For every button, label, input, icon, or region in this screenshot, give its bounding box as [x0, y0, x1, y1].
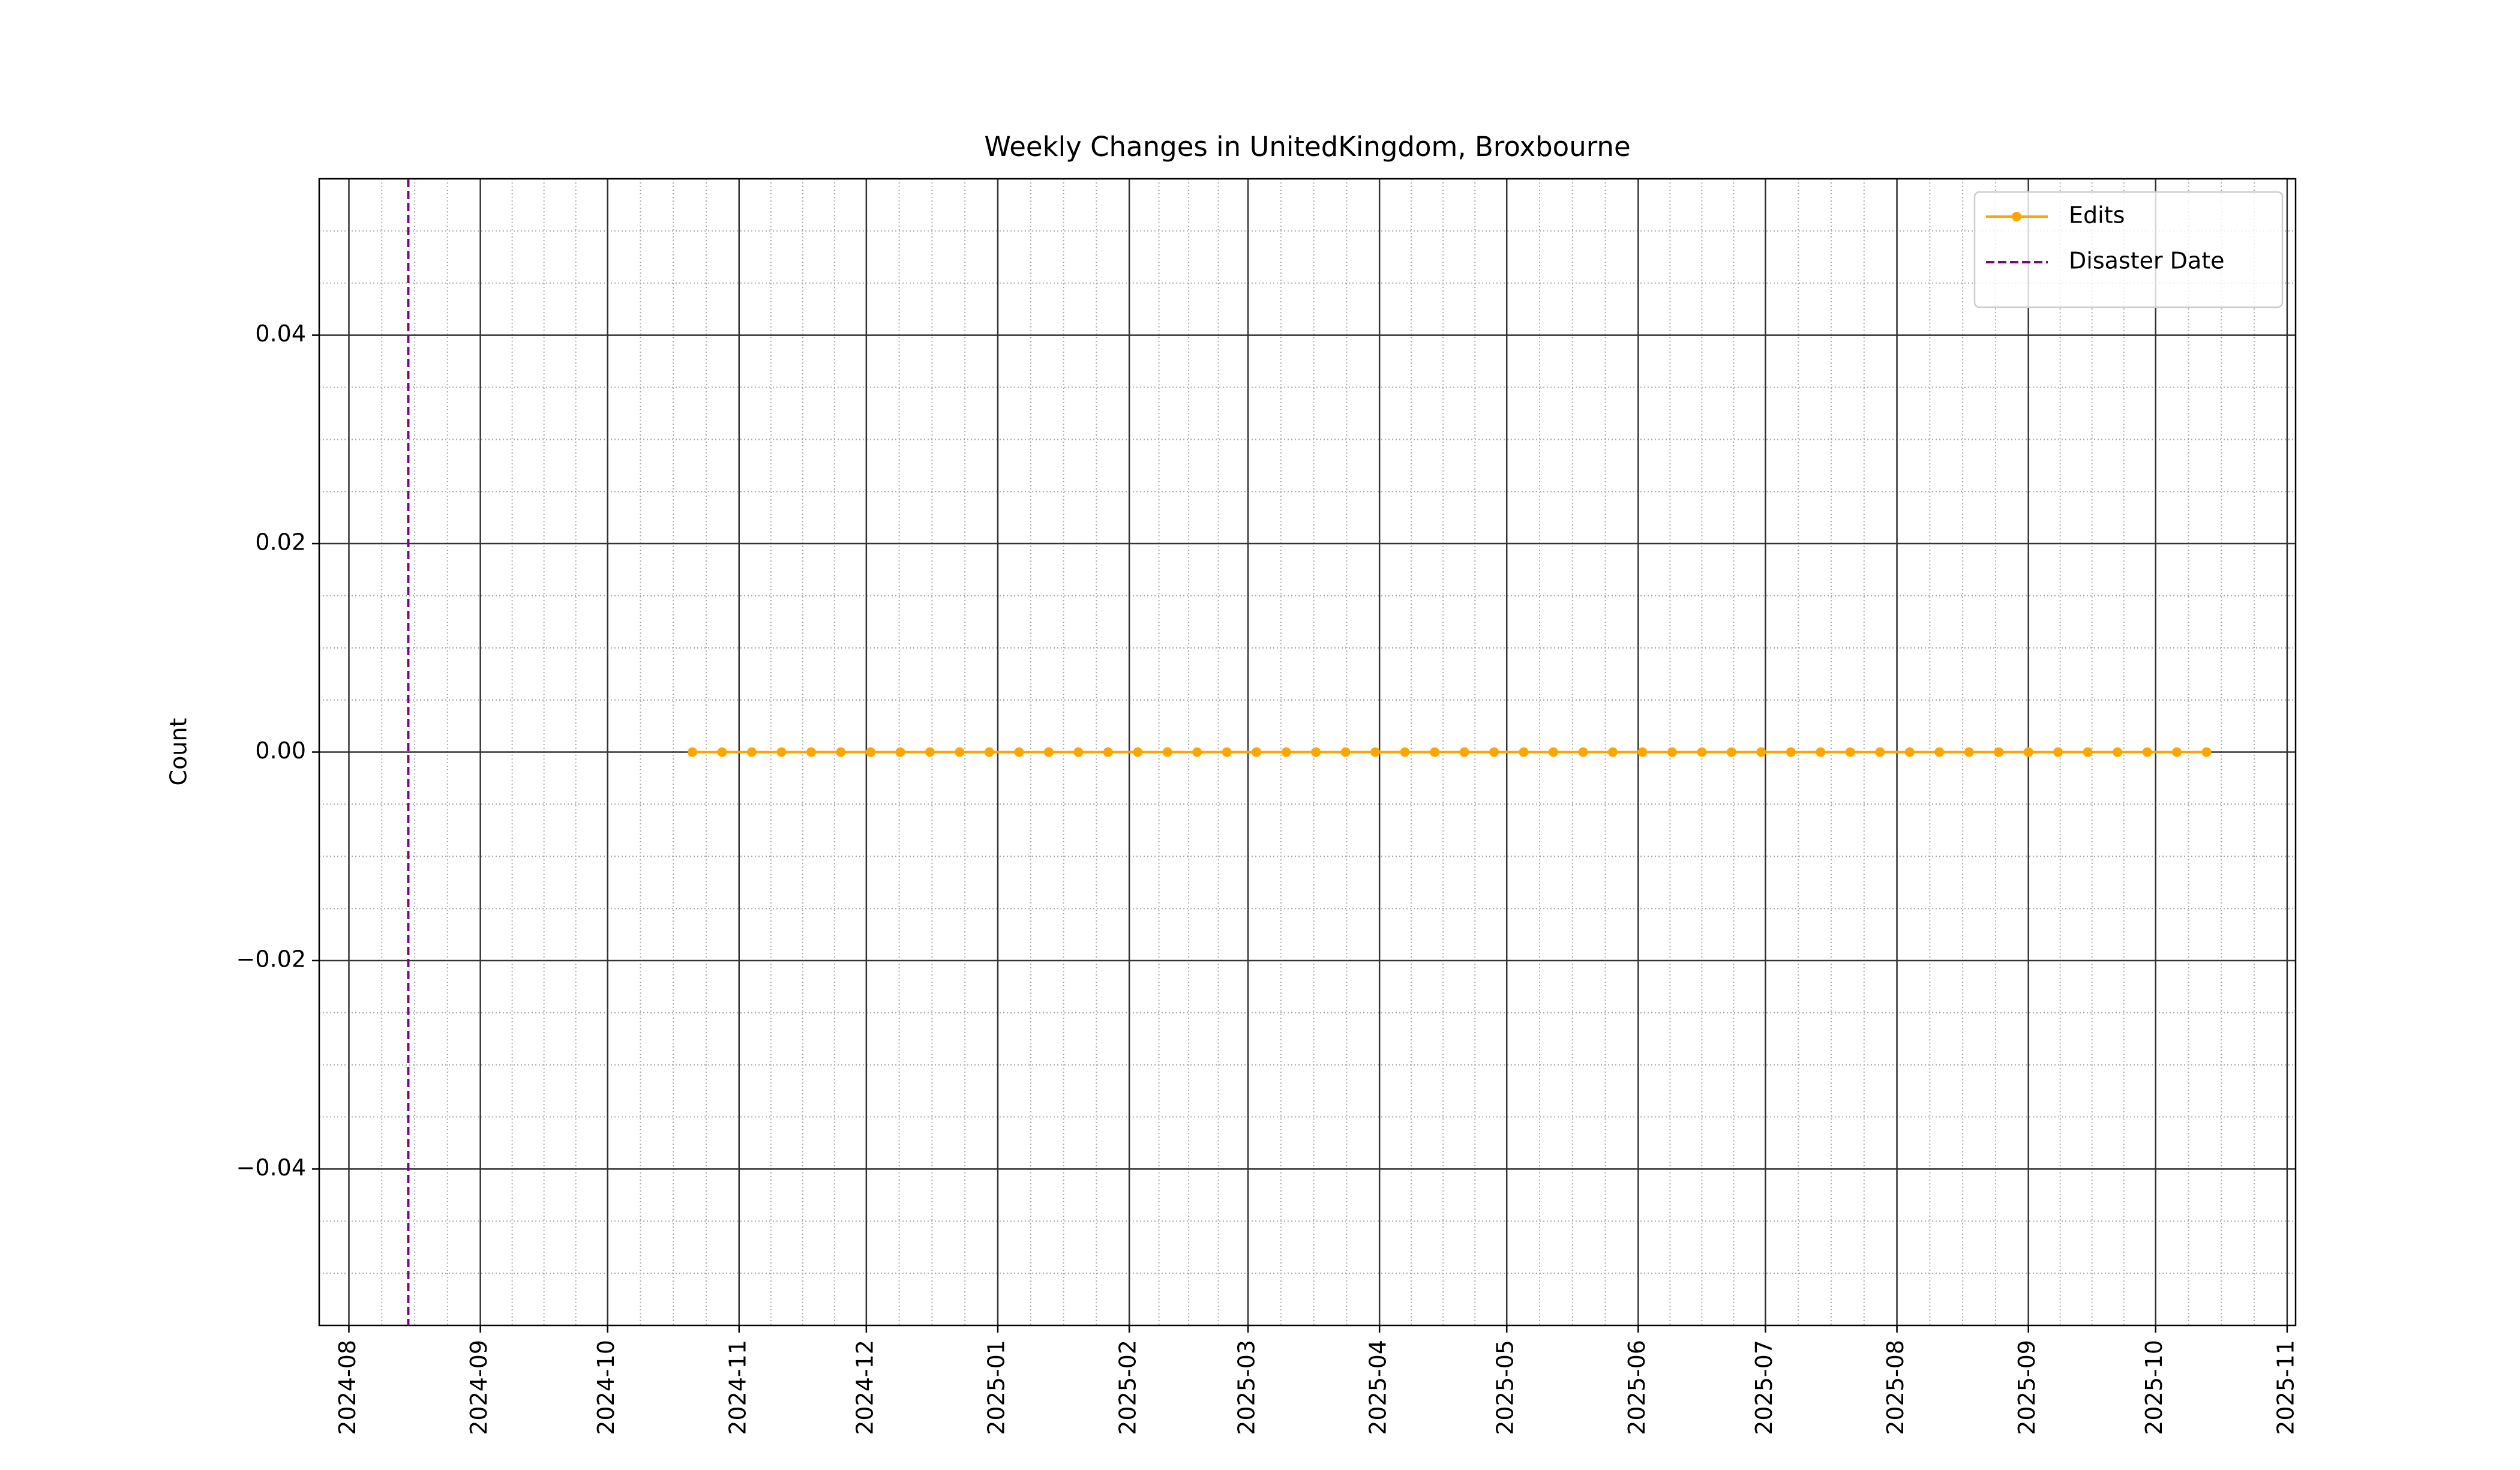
x-tick-label: 2024-08 — [334, 1340, 361, 1435]
marker — [955, 747, 965, 757]
marker — [1073, 747, 1084, 757]
marker — [984, 747, 994, 757]
x-tick-label: 2024-11 — [724, 1340, 751, 1435]
marker — [1964, 747, 1974, 757]
marker — [1430, 747, 1440, 757]
marker — [1103, 747, 1113, 757]
marker — [2113, 747, 2123, 757]
x-tick-label: 2025-01 — [983, 1340, 1009, 1435]
marker — [1311, 747, 1321, 757]
marker — [1519, 747, 1529, 757]
marker — [1845, 747, 1855, 757]
marker — [1697, 747, 1707, 757]
marker — [1816, 747, 1826, 757]
marker — [1578, 747, 1588, 757]
marker — [1370, 747, 1381, 757]
marker — [895, 747, 905, 757]
marker — [1281, 747, 1291, 757]
marker — [1667, 747, 1677, 757]
x-tick-label: 2025-09 — [2014, 1340, 2040, 1435]
marker — [1904, 747, 1915, 757]
marker — [865, 747, 875, 757]
x-tick-label: 2025-04 — [1365, 1340, 1391, 1435]
marker — [1459, 747, 1469, 757]
marker — [717, 747, 727, 757]
marker — [1192, 747, 1202, 757]
marker — [2083, 747, 2093, 757]
marker — [925, 747, 935, 757]
marker — [1162, 747, 1172, 757]
x-tick-label: 2024-09 — [466, 1340, 492, 1435]
marker — [1222, 747, 1232, 757]
chart-title: Weekly Changes in UnitedKingdom, Broxbou… — [984, 131, 1630, 163]
marker — [2172, 747, 2182, 757]
marker — [1014, 747, 1024, 757]
legend: Edits Disaster Date — [1973, 191, 2284, 308]
x-tick-label: 2025-08 — [1882, 1340, 1909, 1435]
marker — [2053, 747, 2063, 757]
marker — [806, 747, 816, 757]
marker — [2201, 747, 2212, 757]
x-tick-label: 2024-12 — [851, 1340, 878, 1435]
marker — [1340, 747, 1351, 757]
marker — [1994, 747, 2004, 757]
x-tick-label: 2024-10 — [593, 1340, 619, 1435]
y-tick-label: 0.00 — [255, 737, 306, 764]
x-tick-label: 2025-02 — [1115, 1340, 1141, 1435]
marker — [776, 747, 787, 757]
y-tick-label: 0.04 — [255, 320, 306, 347]
x-tick-label: 2025-06 — [1624, 1340, 1650, 1435]
x-tick-label: 2025-03 — [1234, 1340, 1260, 1435]
marker — [1489, 747, 1499, 757]
x-tick-label: 2025-07 — [1751, 1340, 1777, 1435]
y-axis-label: Count — [166, 718, 192, 786]
marker — [1726, 747, 1736, 757]
marker — [1637, 747, 1648, 757]
marker — [2142, 747, 2152, 757]
marker — [836, 747, 846, 757]
marker — [1043, 747, 1054, 757]
marker — [1607, 747, 1618, 757]
legend-label: Edits — [2069, 202, 2125, 229]
marker — [1252, 747, 1262, 757]
marker — [1786, 747, 1796, 757]
marker — [688, 747, 698, 757]
marker — [1934, 747, 1945, 757]
x-tick-label: 2025-05 — [1492, 1340, 1519, 1435]
legend-box — [1973, 191, 2284, 308]
marker — [747, 747, 757, 757]
y-tick-label: 0.02 — [255, 529, 306, 556]
legend-swatch — [2012, 212, 2021, 221]
legend-label: Disaster Date — [2069, 248, 2225, 274]
y-tick-label: −0.02 — [236, 946, 306, 972]
x-tick-label: 2025-10 — [2141, 1340, 2167, 1435]
plot-frame — [318, 178, 2297, 1327]
marker — [1400, 747, 1410, 757]
y-tick-label: −0.04 — [236, 1154, 306, 1181]
marker — [2023, 747, 2033, 757]
marker — [1875, 747, 1885, 757]
x-tick-label: 2025-11 — [2272, 1340, 2299, 1435]
marker — [1548, 747, 1558, 757]
marker — [1756, 747, 1766, 757]
marker — [1133, 747, 1143, 757]
